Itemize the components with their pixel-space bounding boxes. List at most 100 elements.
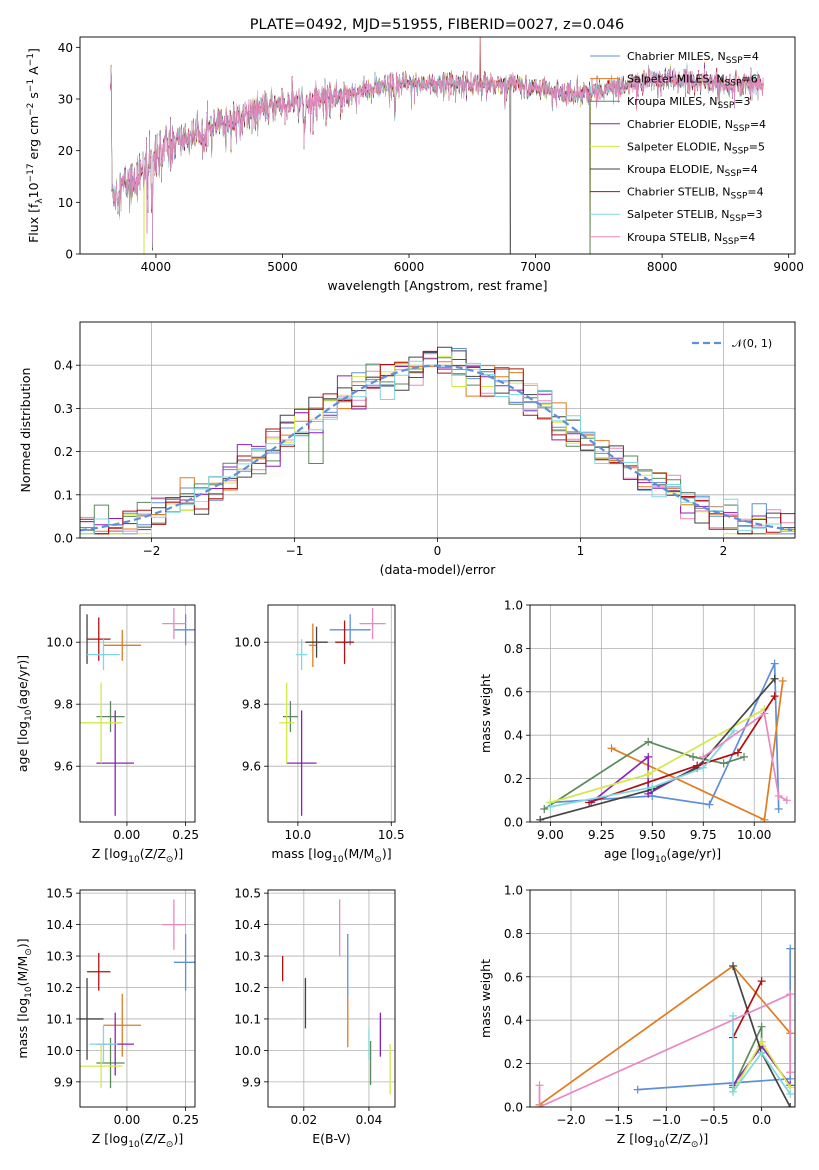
y-tick-label-4: 0.8 <box>504 642 523 656</box>
mass-weight-marker-5-0 <box>536 815 545 822</box>
y-sup: −1 <box>26 79 36 92</box>
legend-sub: SSP <box>732 146 749 156</box>
plot-area <box>535 944 795 1107</box>
mass-weight-marker-6-3 <box>770 692 779 701</box>
y-tick-label-3: 10.2 <box>234 981 261 995</box>
legend-sub: SSP <box>725 79 742 89</box>
x-tick-label-5: 9000 <box>773 260 804 274</box>
legend-label-5: Kroupa ELODIE, NSSP=4 <box>627 163 758 179</box>
histogram-series-4 <box>80 355 795 535</box>
y-sub: λ <box>35 198 45 204</box>
legend-text: Salpeter MILES, N <box>627 73 725 86</box>
legend-label-7: Salpeter STELIB, NSSP=3 <box>627 208 763 224</box>
axes-frame <box>529 889 796 1108</box>
legend-text: Salpeter STELIB, N <box>627 208 729 221</box>
y-sub: 10 <box>24 986 34 998</box>
y-part: )] <box>15 938 30 948</box>
legend-sub: SSP <box>729 214 746 224</box>
plot-area <box>536 659 791 822</box>
x-tick-label-0: 0.00 <box>114 828 141 842</box>
y-part: A <box>26 66 41 79</box>
y-sub: 10 <box>24 709 34 721</box>
legend-text: =5 <box>749 140 765 153</box>
mass-weight-series-8 <box>538 992 792 1107</box>
y-tick-label-4: 10.3 <box>46 950 73 964</box>
x-axis-label: wavelength [Angstrom, rest frame] <box>327 278 547 293</box>
x-label-part: (Z/Z <box>140 1131 166 1146</box>
mass-weight-marker-0-2 <box>786 944 795 953</box>
legend-text: Kroupa ELODIE, N <box>627 163 725 176</box>
axes-frame <box>79 321 796 539</box>
x-tick-label-0: 4000 <box>141 260 172 274</box>
mass-weight-series-6 <box>732 980 763 1038</box>
y-tick-label-1: 0.2 <box>504 772 523 786</box>
x-label-part: Z [log <box>617 1131 653 1146</box>
mass-weight-marker-7-1 <box>729 1087 738 1096</box>
mass-weight-marker-8-0 <box>699 752 708 761</box>
axes-frame <box>79 36 796 255</box>
y-sup: −1 <box>26 53 36 66</box>
mass-weight-marker-2-3 <box>719 759 728 768</box>
y-tick-label-0: 0.0 <box>54 532 73 546</box>
legend-label-3: Chabrier ELODIE, NSSP=4 <box>627 118 766 134</box>
y-tick-label-2: 10.1 <box>234 1012 261 1026</box>
y-part: mass [log <box>15 998 30 1059</box>
y-tick-label-3: 0.6 <box>504 970 523 984</box>
x-tick-label-2: −1.0 <box>652 1113 681 1127</box>
mass-weight-marker-4-1 <box>757 1037 766 1046</box>
legend-text: Salpeter ELODIE, N <box>627 140 732 153</box>
residual-legend: 𝒩(0, 1) <box>692 337 772 350</box>
x-label-part: Z [log <box>92 846 128 861</box>
x-tick-label-4: 8000 <box>647 260 678 274</box>
y-tick-label-2: 0.4 <box>504 1014 523 1028</box>
mass-vs-ebv-panel: 0.02 0.04 9.9 10.0 10.1 10.2 10.3 10.4 10.5 E(B-V… <box>234 887 396 1146</box>
mass-weight-marker-1-1 <box>760 815 769 822</box>
x-label-sub: ⊙ <box>374 855 382 865</box>
y-tick-label-5: 10.4 <box>46 918 73 932</box>
y-sup: −2 <box>26 103 36 116</box>
legend-label-1: Salpeter MILES, NSSP=6 <box>627 73 758 89</box>
x-label-sub: ⊙ <box>691 1140 699 1150</box>
x-label-part: (Z/Z <box>140 846 166 861</box>
y-sub: ⊙ <box>24 948 34 956</box>
mass-weight-marker-0-4 <box>774 804 783 813</box>
y-tick-label-0: 0.0 <box>504 1101 523 1115</box>
mass-weight-series-8 <box>702 712 788 802</box>
x-label-part: )] <box>173 846 183 861</box>
legend-sub: SSP <box>731 192 748 202</box>
y-tick-label-0: 0.0 <box>504 816 523 830</box>
spectrum-title: PLATE=0492, MJD=51955, FIBERID=0027, z=0… <box>250 17 624 33</box>
age-vs-metallicity-panel: 0.00 0.259.69.810.0Z [log10(Z/Z⊙)]age [lo… <box>15 604 199 865</box>
spectrum-panel: 4000 5000 6000 7000 8000 9000 0 10 20 30 40 wavelen… <box>26 36 804 293</box>
mass-weight-marker-8-2 <box>774 791 783 800</box>
x-tick-label-3: 9.75 <box>690 828 717 842</box>
y-part: s <box>26 92 41 103</box>
y-tick-label-1: 0.2 <box>504 1057 523 1071</box>
y-tick-label-3: 0.6 <box>504 685 523 699</box>
y-tick-label-5: 1.0 <box>504 599 523 613</box>
x-label-sub: 10 <box>128 855 140 865</box>
x-label-part: )] <box>173 1131 183 1146</box>
x-tick-label-0: 0.02 <box>290 1113 317 1127</box>
legend-label-4: Salpeter ELODIE, NSSP=5 <box>627 140 765 156</box>
y-tick-label-4: 40 <box>58 41 73 55</box>
mass-weight-marker-7-2 <box>757 1048 766 1057</box>
mass-weight-series-7 <box>550 730 735 808</box>
legend-label-0: Chabrier MILES, NSSP=4 <box>627 50 759 66</box>
x-label-sub: 10 <box>128 1140 140 1150</box>
y-part: Flux [f <box>26 203 41 243</box>
y-tick-label-4: 10.3 <box>234 950 261 964</box>
x-tick-label-0: −2 <box>143 544 161 558</box>
mass-weight-marker-2-1 <box>757 1022 766 1031</box>
mass-weight-marker-3-1 <box>644 752 653 761</box>
x-tick-label-0: 0.00 <box>114 1113 141 1127</box>
y-tick-label-2: 10.0 <box>46 636 73 650</box>
legend-text: Chabrier ELODIE, N <box>627 118 733 131</box>
mass-weight-marker-2-1 <box>644 737 653 746</box>
legend-text: =4 <box>742 163 758 176</box>
x-tick-label-3: 1 <box>577 544 585 558</box>
axes-frame <box>79 604 196 823</box>
x-label-sub: 10 <box>653 1140 665 1150</box>
x-tick-label-3: −0.5 <box>699 1113 728 1127</box>
